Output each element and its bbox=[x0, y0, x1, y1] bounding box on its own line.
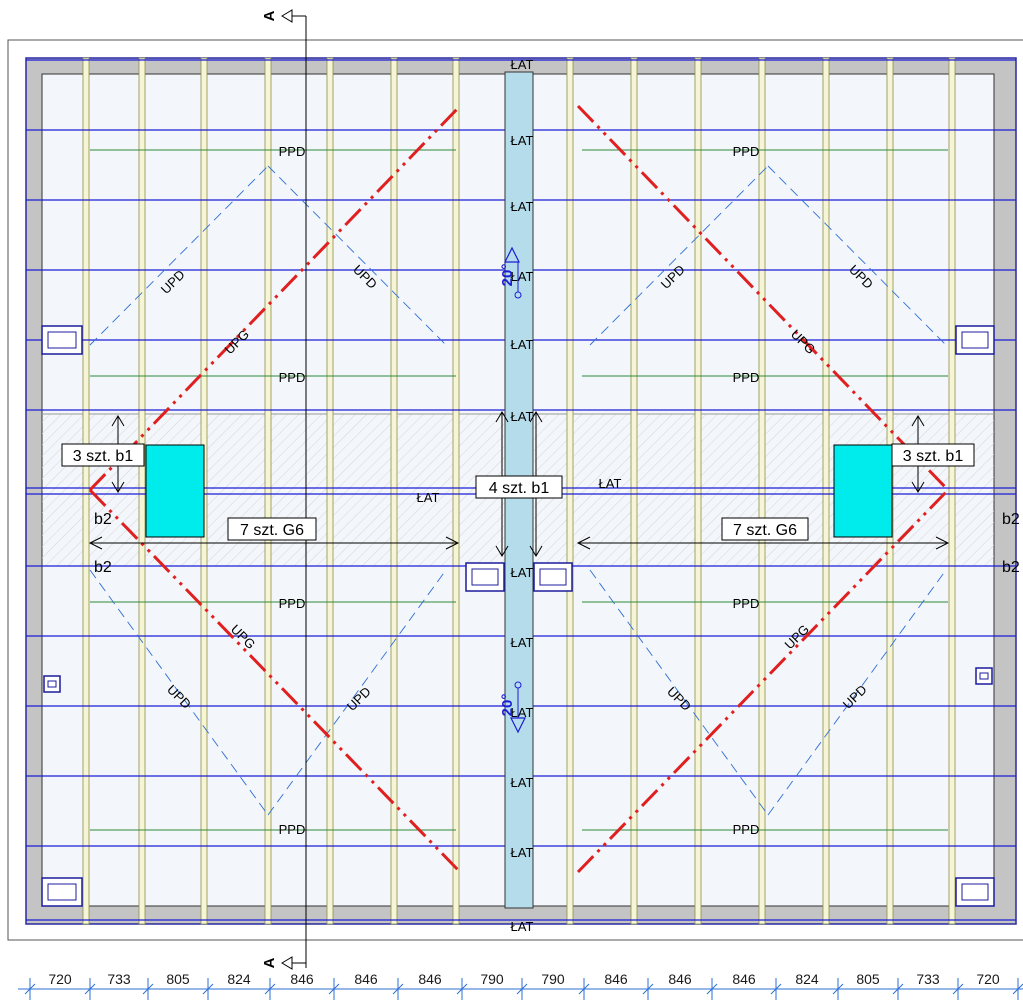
svg-text:PPD: PPD bbox=[279, 822, 306, 837]
lat-label-ridge-left: ŁAT bbox=[417, 490, 440, 505]
svg-text:PPD: PPD bbox=[279, 370, 306, 385]
lat-label: ŁAT bbox=[511, 269, 534, 284]
dimension-value: 720 bbox=[48, 971, 72, 987]
svg-text:PPD: PPD bbox=[733, 144, 760, 159]
svg-text:PPD: PPD bbox=[279, 144, 306, 159]
dimension-value: 790 bbox=[541, 971, 565, 987]
vent-bottom-left bbox=[41, 877, 83, 907]
rafter bbox=[694, 57, 702, 925]
vent-top-left bbox=[41, 325, 83, 355]
skylight-right bbox=[833, 444, 893, 538]
svg-text:20°: 20° bbox=[499, 264, 516, 287]
callout-center-b1: 4 szt. b1 bbox=[475, 475, 563, 499]
svg-text:A: A bbox=[261, 10, 278, 21]
svg-text:PPD: PPD bbox=[733, 822, 760, 837]
rafter bbox=[326, 57, 334, 925]
upg-hip-lines bbox=[88, 104, 950, 874]
rafter bbox=[566, 57, 574, 925]
callout-left-b1: 3 szt. b1 bbox=[61, 443, 145, 467]
ppd-labels: PPD PPD PPD PPD PPD PPD PPD PPD bbox=[279, 144, 760, 837]
rafter bbox=[630, 57, 638, 925]
dimension-value: 733 bbox=[916, 971, 940, 987]
lat-label: ŁAT bbox=[511, 919, 534, 934]
rafter bbox=[948, 57, 956, 925]
dimension-value: 846 bbox=[604, 971, 628, 987]
dimension-value: 733 bbox=[107, 971, 131, 987]
dimension-value: 846 bbox=[732, 971, 756, 987]
svg-text:A: A bbox=[261, 957, 278, 968]
callout-left-g6: 7 szt. G6 bbox=[227, 517, 317, 541]
lat-label: ŁAT bbox=[511, 409, 534, 424]
vent-bottom-right bbox=[955, 877, 995, 907]
callout-right-g6: 7 szt. G6 bbox=[721, 517, 809, 541]
rafter bbox=[82, 57, 90, 925]
dimension-line: 720 733 805 824 846 846 846 790 790 846 846 846 824 8… bbox=[18, 971, 1023, 1000]
svg-text:7 szt. G6: 7 szt. G6 bbox=[240, 522, 304, 539]
svg-text:3 szt. b1: 3 szt. b1 bbox=[73, 448, 134, 465]
lat-label-ridge-right: ŁAT bbox=[599, 476, 622, 491]
dimension-value: 846 bbox=[290, 971, 314, 987]
lat-label: ŁAT bbox=[511, 635, 534, 650]
svg-text:PPD: PPD bbox=[733, 370, 760, 385]
dimension-value: 790 bbox=[480, 971, 504, 987]
dimension-value: 824 bbox=[795, 971, 819, 987]
callout-right-b1: 3 szt. b1 bbox=[891, 443, 975, 467]
batten-labels: ŁAT ŁAT ŁAT ŁAT ŁAT ŁAT ŁAT ŁAT ŁAT ŁAT ŁAT ŁAT bbox=[511, 57, 534, 934]
small-vent-left bbox=[43, 675, 61, 693]
rafter bbox=[822, 57, 830, 925]
rafter bbox=[264, 57, 272, 925]
slope-marker-bottom: 20° bbox=[499, 681, 526, 734]
dimension-value: 805 bbox=[856, 971, 880, 987]
lat-label: ŁAT bbox=[511, 775, 534, 790]
b2-labels: b2 b2 b2 b2 bbox=[94, 511, 1020, 576]
slope-marker-top: 20° bbox=[499, 246, 522, 299]
lat-label: ŁAT bbox=[511, 337, 534, 352]
dimension-value: 805 bbox=[166, 971, 190, 987]
dimension-value: 720 bbox=[976, 971, 1000, 987]
svg-text:7 szt. G6: 7 szt. G6 bbox=[733, 522, 797, 539]
dimension-value: 846 bbox=[418, 971, 442, 987]
lat-label: ŁAT bbox=[511, 845, 534, 860]
skylight-left bbox=[145, 444, 205, 538]
rafter bbox=[452, 57, 460, 925]
dimension-value: 846 bbox=[354, 971, 378, 987]
dimension-value: 824 bbox=[227, 971, 251, 987]
section-marker-bottom: A bbox=[261, 956, 306, 970]
svg-text:PPD: PPD bbox=[733, 596, 760, 611]
lat-label: ŁAT bbox=[511, 57, 534, 72]
lat-label: ŁAT bbox=[511, 565, 534, 580]
svg-text:b2: b2 bbox=[94, 511, 112, 528]
small-vent-right bbox=[975, 667, 993, 685]
section-marker-top: A bbox=[261, 9, 306, 23]
rafter bbox=[138, 57, 146, 925]
outer-border bbox=[7, 39, 1023, 941]
rafter bbox=[758, 57, 766, 925]
svg-text:PPD: PPD bbox=[279, 596, 306, 611]
ppd-lines bbox=[90, 149, 948, 831]
svg-text:3 szt. b1: 3 szt. b1 bbox=[903, 448, 964, 465]
lat-label: ŁAT bbox=[511, 705, 534, 720]
svg-text:4 szt. b1: 4 szt. b1 bbox=[489, 480, 550, 497]
lat-label: ŁAT bbox=[511, 199, 534, 214]
upd-dashed-lines bbox=[89, 165, 947, 816]
vent-top-right bbox=[955, 325, 995, 355]
lat-label: ŁAT bbox=[511, 133, 534, 148]
svg-text:b2: b2 bbox=[1002, 559, 1020, 576]
svg-text:b2: b2 bbox=[94, 559, 112, 576]
vent-center-right bbox=[533, 562, 573, 592]
svg-text:b2: b2 bbox=[1002, 511, 1020, 528]
rafter bbox=[390, 57, 398, 925]
dimension-value: 846 bbox=[668, 971, 692, 987]
svg-text:20°: 20° bbox=[499, 694, 516, 717]
vent-center-left bbox=[465, 562, 505, 592]
